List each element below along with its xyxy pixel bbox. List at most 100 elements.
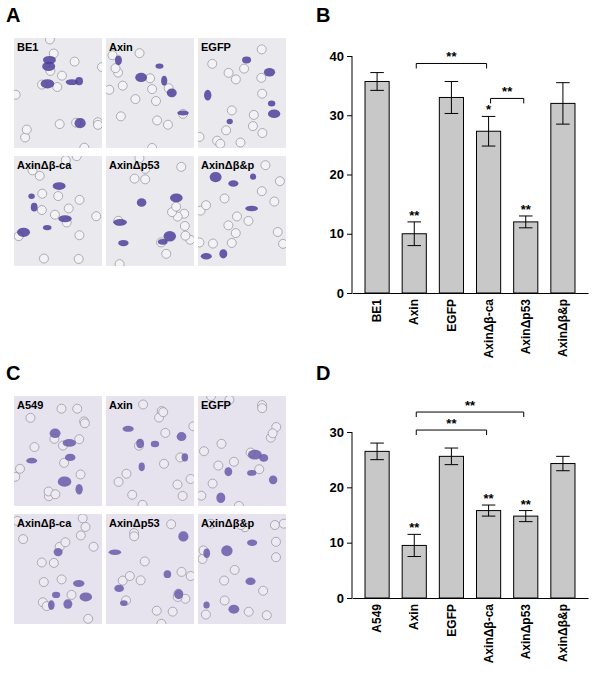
pore <box>138 500 147 506</box>
cell <box>151 441 159 448</box>
micrograph-background <box>198 396 286 506</box>
x-tick-label: AxinΔβ&p <box>556 604 570 662</box>
x-tick-label: A549 <box>370 604 384 633</box>
pore <box>30 443 39 452</box>
pore <box>248 122 257 131</box>
y-tick: 10 <box>330 226 352 241</box>
x-tick-label: EGFP <box>445 604 459 637</box>
cell <box>114 585 124 592</box>
cell <box>203 601 209 608</box>
cell <box>52 592 60 598</box>
error-bar <box>519 511 533 522</box>
cell <box>58 477 72 487</box>
pore <box>39 578 48 587</box>
pore <box>106 85 114 94</box>
cell <box>155 63 163 68</box>
cell <box>43 225 52 230</box>
y-tick: 40 <box>330 49 352 64</box>
error-bar <box>407 222 421 246</box>
cell <box>43 56 56 64</box>
error-whisker <box>370 443 384 460</box>
micrograph <box>106 38 194 148</box>
pore <box>97 63 102 72</box>
pore <box>135 49 144 58</box>
pore <box>148 85 157 94</box>
cell <box>224 467 232 476</box>
cell <box>242 57 251 64</box>
pore <box>230 565 239 574</box>
significance-label: ** <box>521 202 532 217</box>
y-tick: 0 <box>337 286 352 301</box>
cell <box>250 174 256 180</box>
pore <box>220 576 229 585</box>
micrograph <box>14 396 102 506</box>
pore <box>181 231 190 240</box>
error-bar <box>482 505 496 516</box>
cell <box>53 182 66 190</box>
micrograph-background <box>14 156 102 266</box>
cell <box>245 578 255 585</box>
cell <box>268 101 275 107</box>
y-tick: 0 <box>337 591 352 606</box>
x-tick: EGFP <box>445 293 459 332</box>
pore <box>75 231 84 240</box>
y-tick-mark <box>347 56 352 57</box>
y-axis: 010203040 <box>330 49 352 301</box>
pore <box>38 189 47 198</box>
pore <box>16 464 25 473</box>
error-whisker <box>445 448 459 465</box>
chart: D0102030A549AxinEGFPAxinΔβ-caAxinΔp53Axi… <box>316 362 589 663</box>
x-tick: AxinΔp53 <box>519 293 533 354</box>
pore <box>257 73 266 82</box>
cell <box>177 432 187 441</box>
pore <box>214 461 223 470</box>
pore <box>208 479 217 488</box>
pore <box>220 194 229 203</box>
micrograph <box>14 156 102 266</box>
cell <box>228 605 239 614</box>
significance-label: ** <box>409 208 420 223</box>
cell <box>75 77 83 85</box>
x-tick-label: AxinΔp53 <box>519 299 533 355</box>
pore <box>186 572 194 581</box>
tile-label: A549 <box>17 399 43 411</box>
cell <box>210 172 222 182</box>
error-bar <box>370 443 384 460</box>
cell <box>139 462 145 471</box>
x-tick: Axin <box>407 598 421 630</box>
micrograph-background <box>106 396 194 506</box>
pore <box>76 531 85 540</box>
panel-label: D <box>316 362 330 384</box>
bar <box>365 81 389 293</box>
cell <box>28 194 34 199</box>
pore <box>37 558 46 567</box>
pore <box>64 204 73 213</box>
pore <box>141 175 150 184</box>
cell <box>26 458 37 464</box>
pore <box>54 192 63 201</box>
pore <box>114 477 123 486</box>
cell <box>227 119 233 124</box>
pore <box>173 480 182 489</box>
cell <box>247 540 257 546</box>
pore <box>198 238 204 247</box>
pore <box>22 125 31 134</box>
pore <box>178 491 187 500</box>
pore <box>258 89 267 98</box>
pore <box>271 537 280 546</box>
pore <box>74 254 83 263</box>
pore <box>45 38 54 44</box>
tile-label: EGFP <box>201 399 231 411</box>
pore <box>57 575 66 584</box>
pore <box>259 586 268 595</box>
x-tick: A549 <box>370 598 384 633</box>
y-tick: 20 <box>330 167 352 182</box>
cell <box>204 90 211 101</box>
pore <box>232 212 241 221</box>
pore <box>270 197 279 206</box>
error-whisker <box>482 116 496 146</box>
pore <box>55 120 64 129</box>
pore <box>75 195 84 204</box>
cell <box>158 239 168 245</box>
pore <box>279 239 286 248</box>
